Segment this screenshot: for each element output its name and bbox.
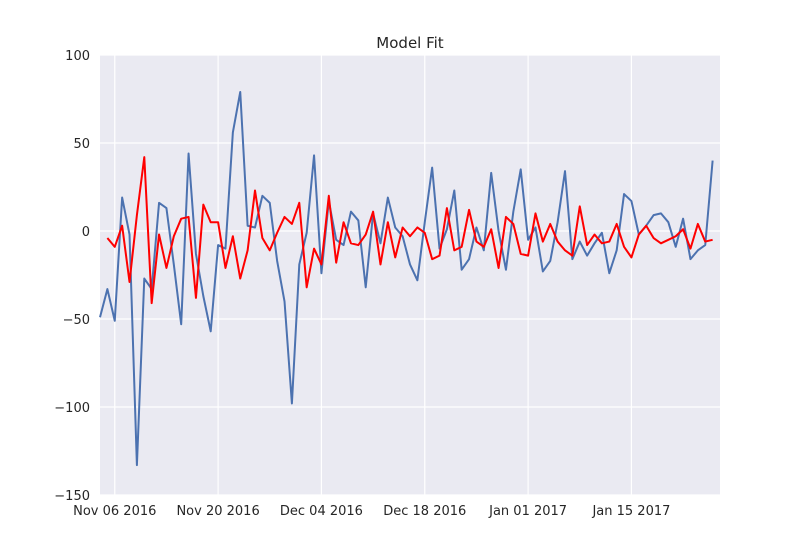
y-tick-label: −50 (63, 313, 90, 328)
x-tick-label: Dec 04 2016 (280, 504, 363, 519)
y-tick-label: −100 (54, 401, 90, 416)
y-tick-label: 0 (82, 225, 90, 240)
x-tick-label: Jan 01 2017 (488, 504, 567, 519)
chart-title: Model Fit (376, 34, 444, 52)
y-tick-label: −150 (54, 489, 90, 504)
x-tick-label: Dec 18 2016 (383, 504, 466, 519)
y-tick-label: 50 (73, 137, 90, 152)
series-line-2 (106, 156, 713, 305)
series-line-1 (99, 90, 714, 467)
grid-lines (100, 54, 720, 496)
x-tick-label: Nov 20 2016 (176, 504, 259, 519)
series-layer (99, 90, 714, 467)
x-tick-label: Nov 06 2016 (73, 504, 156, 519)
x-tick-label: Jan 15 2017 (591, 504, 670, 519)
y-tick-label: 100 (65, 49, 90, 64)
plot-background (100, 55, 720, 495)
